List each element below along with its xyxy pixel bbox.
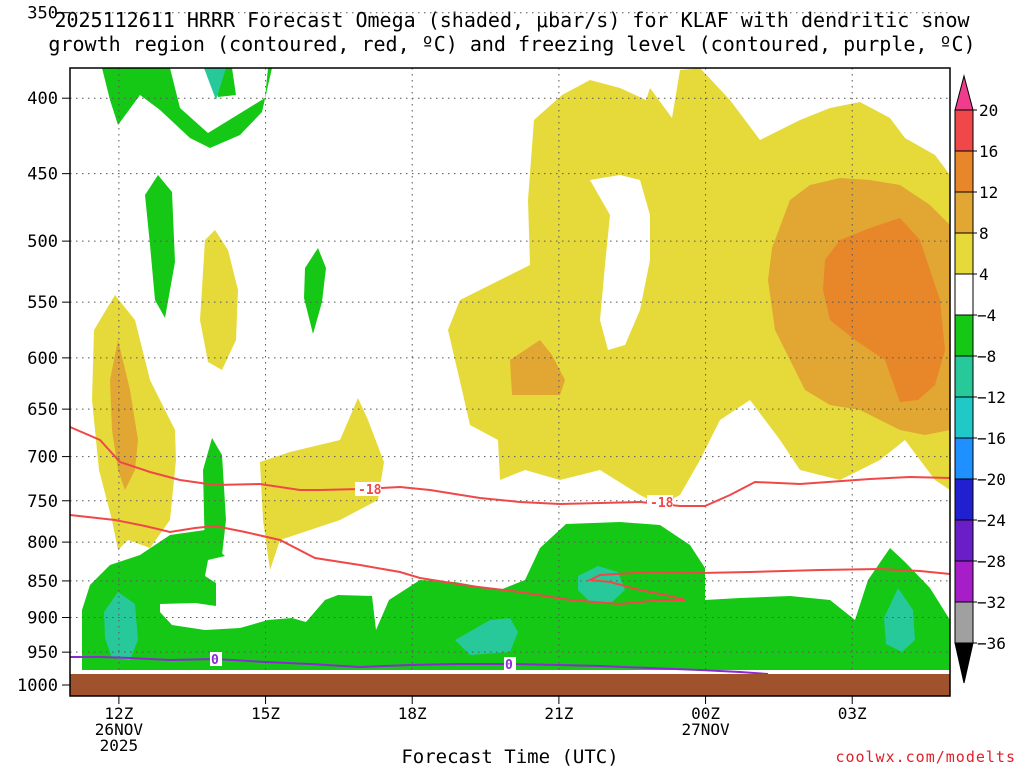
x-tick-label: 00Z xyxy=(691,704,720,723)
omega-region-m8-m4 xyxy=(304,248,326,334)
colorbar-label: −20 xyxy=(977,470,1006,489)
colorbar-label: −4 xyxy=(977,306,996,325)
colorbar-top-arrow xyxy=(954,74,974,111)
plot-frame xyxy=(69,67,951,697)
y-tick-label: 400 xyxy=(27,89,58,109)
colorbar-swatch xyxy=(954,355,974,398)
chart-title-line-2: growth region (contoured, red, ºC) and f… xyxy=(48,32,976,56)
dgz-contour-label: -18 xyxy=(650,496,674,511)
y-tick-label: 450 xyxy=(27,165,58,185)
freezing-level-line xyxy=(70,656,769,675)
dgz-label-box xyxy=(647,495,673,509)
ground-band xyxy=(70,674,950,696)
omega-region-m12-m8 xyxy=(104,592,138,660)
dgz-contours xyxy=(69,426,951,606)
colorbar-label: 4 xyxy=(979,265,989,284)
colorbar-label: −8 xyxy=(977,347,996,366)
dgz-label-box xyxy=(355,482,381,496)
omega-region-8-12 xyxy=(510,340,565,395)
omega-region-m8-m4 xyxy=(102,68,272,148)
omega-region-4-8 xyxy=(260,398,384,570)
freezing-level-label: 0 xyxy=(505,658,513,673)
freezing-level-contours xyxy=(70,656,769,675)
colorbar-label: 8 xyxy=(979,224,989,243)
x-tick-label: 18Z xyxy=(398,704,427,723)
y-tick-label: 800 xyxy=(27,533,58,553)
y-tick-label: 600 xyxy=(27,349,58,369)
omega-region-m8-m4 xyxy=(145,175,175,318)
y-tick-label: 900 xyxy=(27,609,58,629)
colorbar-swatch xyxy=(954,601,974,644)
colorbar-label: 12 xyxy=(979,183,998,202)
y-tick-label: 950 xyxy=(27,643,58,663)
dgz-contour-line xyxy=(69,426,951,507)
x-tick-label: 03Z xyxy=(838,704,867,723)
y-tick-label: 650 xyxy=(27,400,58,420)
y-axis: 2503003504004505005506006507007508008509… xyxy=(17,4,70,696)
colorbar-label: −12 xyxy=(977,388,1006,407)
colorbar-label: −24 xyxy=(977,511,1006,530)
colorbar-label: −28 xyxy=(977,552,1006,571)
omega-region-m12-m8 xyxy=(884,588,915,652)
omega-region-m8-m4 xyxy=(82,522,950,670)
freezing-label-box xyxy=(210,652,222,666)
colorbar-swatch xyxy=(954,560,974,603)
chart-title-line-1: 2025112611 HRRR Forecast Omega (shaded, … xyxy=(54,8,970,32)
colorbar-label: −32 xyxy=(977,593,1006,612)
dgz-contour-line xyxy=(69,514,951,606)
x-tick-sublabel: 27NOV xyxy=(681,720,730,739)
omega-region-4-8 xyxy=(200,230,238,370)
freezing-level-label: 0 xyxy=(211,653,219,668)
colorbar-swatch xyxy=(954,150,974,193)
y-tick-label: 750 xyxy=(27,492,58,512)
y-tick-label: 850 xyxy=(27,572,58,592)
x-tick-sublabel: 2025 xyxy=(100,736,139,755)
freezing-label-box xyxy=(504,657,516,671)
contour-labels: -18 -18 0 0 xyxy=(210,482,674,673)
colorbar-swatch xyxy=(954,396,974,439)
colorbar-swatch xyxy=(954,478,974,521)
colorbar-bottom-arrow xyxy=(954,642,974,684)
y-tick-label: 500 xyxy=(27,232,58,252)
x-tick-label: 15Z xyxy=(251,704,280,723)
colorbar-swatch xyxy=(954,232,974,275)
credit-link[interactable]: coolwx.com/modelts xyxy=(835,748,1016,766)
y-tick-label: 350 xyxy=(27,4,58,24)
omega-region-12-16 xyxy=(823,218,945,402)
colorbar-swatch xyxy=(954,437,974,480)
x-tick-label: 12Z xyxy=(104,704,133,723)
colorbar-swatch xyxy=(954,519,974,562)
colorbar: 20 16 12 8 4 −4 −8 −12 −16 −20 −24 −28 −32 −36 xyxy=(954,74,1006,684)
omega-shading xyxy=(82,68,950,670)
colorbar-label: 16 xyxy=(979,142,998,161)
omega-region-m12-m8 xyxy=(204,68,226,100)
y-tick-label: 700 xyxy=(27,448,58,468)
grid xyxy=(70,12,950,696)
dgz-contour-label: -18 xyxy=(358,483,382,498)
colorbar-swatch xyxy=(954,191,974,234)
colorbar-swatch xyxy=(954,109,974,152)
colorbar-swatch xyxy=(954,314,974,357)
x-tick-label: 21Z xyxy=(544,704,573,723)
y-tick-label: 550 xyxy=(27,293,58,313)
x-tick-sublabel: 26NOV xyxy=(95,720,144,739)
colorbar-swatch xyxy=(954,273,974,316)
x-axis-label: Forecast Time (UTC) xyxy=(401,746,619,768)
omega-region-m12-m8 xyxy=(455,618,518,655)
colorbar-label: −16 xyxy=(977,429,1006,448)
colorbar-label: 20 xyxy=(979,101,998,120)
y-tick-label: 1000 xyxy=(17,676,58,696)
colorbar-label: −36 xyxy=(977,634,1006,653)
omega-region-8-12 xyxy=(110,340,138,490)
